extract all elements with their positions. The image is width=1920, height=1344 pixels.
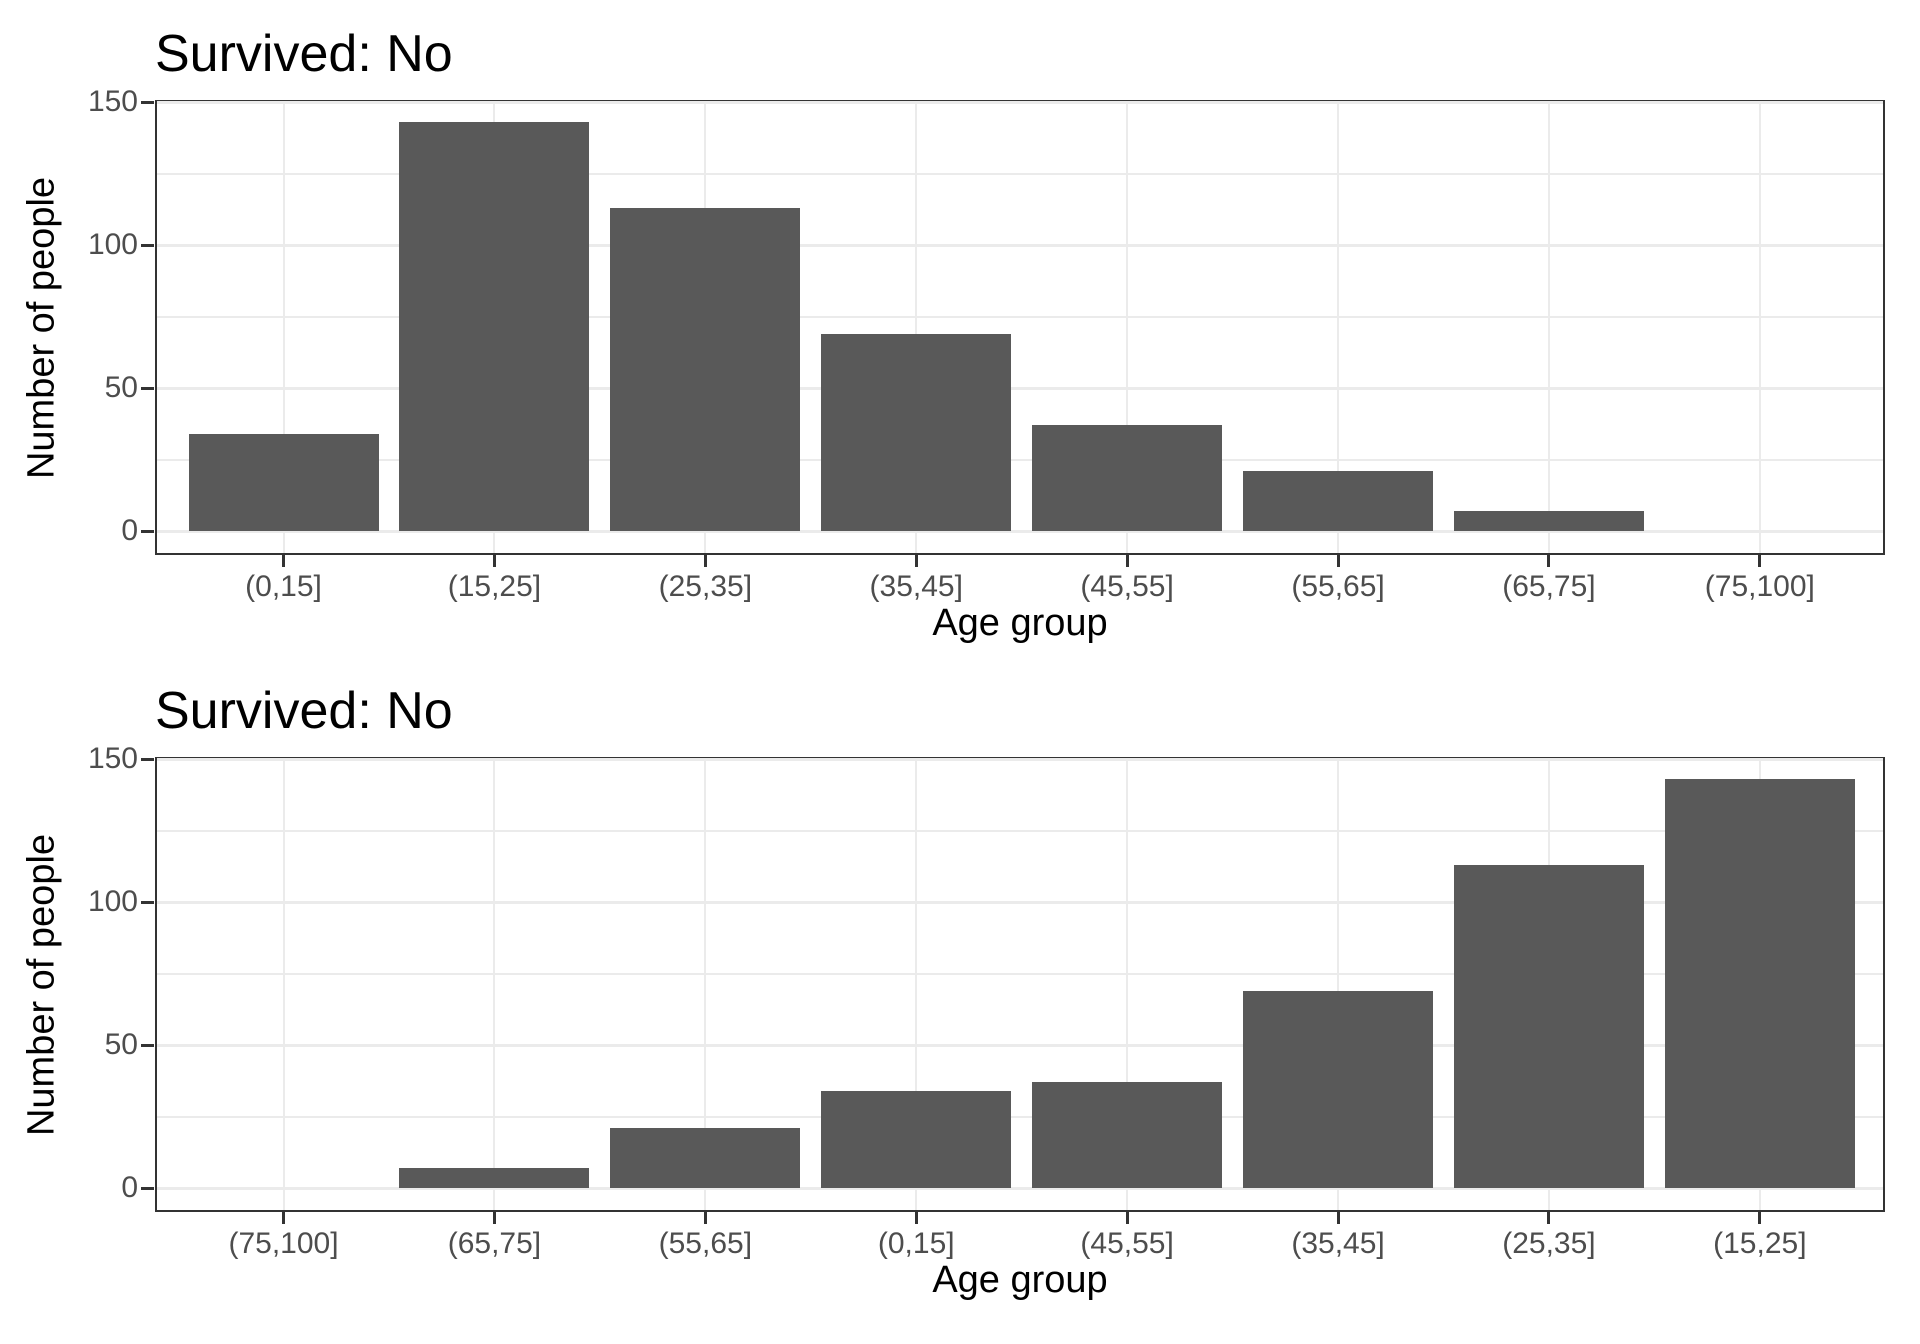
y-tick-mark [141, 900, 154, 904]
gridline-minor [157, 972, 1883, 975]
bar-(25,35] [1453, 865, 1644, 1188]
gridline-vertical [915, 759, 918, 1210]
y-tick-label: 100 [87, 885, 138, 918]
gridline-minor [157, 1115, 1883, 1118]
gridline-major [157, 386, 1883, 390]
y-tick-mark [141, 386, 154, 390]
y-tick-label: 0 [121, 1171, 138, 1204]
gridline-vertical [1758, 102, 1761, 553]
gridline-vertical [1337, 759, 1340, 1210]
y-tick-mark [141, 100, 154, 104]
x-tick-mark [914, 555, 918, 567]
y-tick-mark [141, 1186, 154, 1190]
bar-(15,25] [399, 122, 590, 531]
y-tick-mark [141, 757, 154, 761]
gridline-vertical [1547, 102, 1550, 553]
bar-(65,75] [399, 1168, 590, 1188]
x-tick-label: (15,25] [1713, 1227, 1807, 1260]
bar-(45,55] [1032, 1082, 1223, 1188]
x-tick-mark [703, 1212, 707, 1224]
bar-(65,75] [1453, 511, 1644, 531]
gridline-vertical [704, 759, 707, 1210]
x-tick-mark [1758, 1212, 1762, 1224]
x-tick-mark [914, 1212, 918, 1224]
y-tick-mark [141, 243, 154, 247]
x-tick-label: (55,65] [1291, 570, 1385, 603]
y-tick-label: 100 [87, 228, 138, 261]
gridline-major [157, 529, 1883, 533]
y-tick-mark [141, 529, 154, 533]
gridline-vertical [282, 102, 285, 553]
x-tick-mark [1125, 555, 1129, 567]
x-tick-mark [703, 555, 707, 567]
x-tick-label: (35,45] [1291, 1227, 1385, 1260]
x-tick-mark [1758, 555, 1762, 567]
gridline-major [157, 757, 1883, 761]
bar-(25,35] [610, 208, 801, 531]
bar-chart-age-sorted: Survived: No Number of people Age group … [0, 657, 1920, 1329]
x-tick-label: (65,75] [1502, 570, 1596, 603]
x-axis-title: Age group [932, 1259, 1108, 1301]
bar-chart-age-original-order: Survived: No Number of people Age group … [20, 25, 1885, 644]
bar-(55,65] [610, 1128, 801, 1188]
x-tick-mark [282, 1212, 286, 1224]
y-tick-label: 0 [121, 514, 138, 547]
x-tick-mark [1547, 555, 1551, 567]
x-tick-label: (0,15] [245, 570, 322, 603]
y-tick-label: 50 [104, 1028, 138, 1061]
gridline-minor [157, 458, 1883, 461]
x-tick-label: (75,100] [228, 1227, 339, 1260]
x-tick-mark [1125, 1212, 1129, 1224]
x-tick-label: (45,55] [1080, 570, 1174, 603]
y-tick-label: 50 [104, 371, 138, 404]
x-axis-title: Age group [932, 602, 1108, 644]
x-tick-mark [1547, 1212, 1551, 1224]
x-tick-label: (25,35] [1502, 1227, 1596, 1260]
gridline-minor [157, 315, 1883, 318]
y-axis-title-text: Number of people [20, 176, 63, 480]
x-tick-label: (25,35] [658, 570, 753, 603]
x-tick-mark [1336, 555, 1340, 567]
x-tick-mark [1336, 1212, 1340, 1224]
x-tick-label: (65,75] [447, 1227, 542, 1260]
plot-title: Survived: No [155, 25, 453, 83]
x-tick-label: (75,100] [1704, 570, 1815, 603]
bar-(35,45] [821, 334, 1012, 531]
plot-title: Survived: No [155, 682, 453, 740]
gridline-major [157, 900, 1883, 904]
x-tick-mark [492, 1212, 496, 1224]
bar-(15,25] [1664, 779, 1855, 1188]
gridline-vertical [1126, 759, 1129, 1210]
x-tick-label: (55,65] [658, 1227, 753, 1260]
x-tick-mark [282, 555, 286, 567]
gridline-vertical [1126, 102, 1129, 553]
gridline-major [157, 100, 1883, 104]
gridline-major [157, 1043, 1883, 1047]
y-tick-mark [141, 1043, 154, 1047]
gridline-vertical [282, 759, 285, 1210]
gridline-major [157, 243, 1883, 247]
y-tick-label: 150 [87, 742, 138, 775]
bar-(55,65] [1243, 471, 1434, 531]
x-tick-mark [492, 555, 496, 567]
x-tick-label: (15,25] [447, 570, 542, 603]
gridline-vertical [915, 102, 918, 553]
plot-panel [155, 100, 1885, 555]
gridline-vertical [493, 759, 496, 1210]
x-tick-label: (0,15] [877, 1227, 955, 1260]
bar-(35,45] [1243, 991, 1434, 1188]
bar-(0,15] [188, 434, 379, 531]
gridline-major [157, 1186, 1883, 1190]
bar-(0,15] [821, 1091, 1012, 1188]
x-tick-label: (35,45] [869, 570, 963, 603]
gridline-vertical [1337, 102, 1340, 553]
y-axis-title-text: Number of people [20, 833, 63, 1137]
gridline-minor [157, 829, 1883, 832]
x-tick-label: (45,55] [1080, 1227, 1174, 1260]
plot-panel [155, 757, 1885, 1212]
y-tick-label: 150 [87, 85, 138, 118]
bar-(45,55] [1032, 425, 1223, 531]
gridline-minor [157, 172, 1883, 175]
